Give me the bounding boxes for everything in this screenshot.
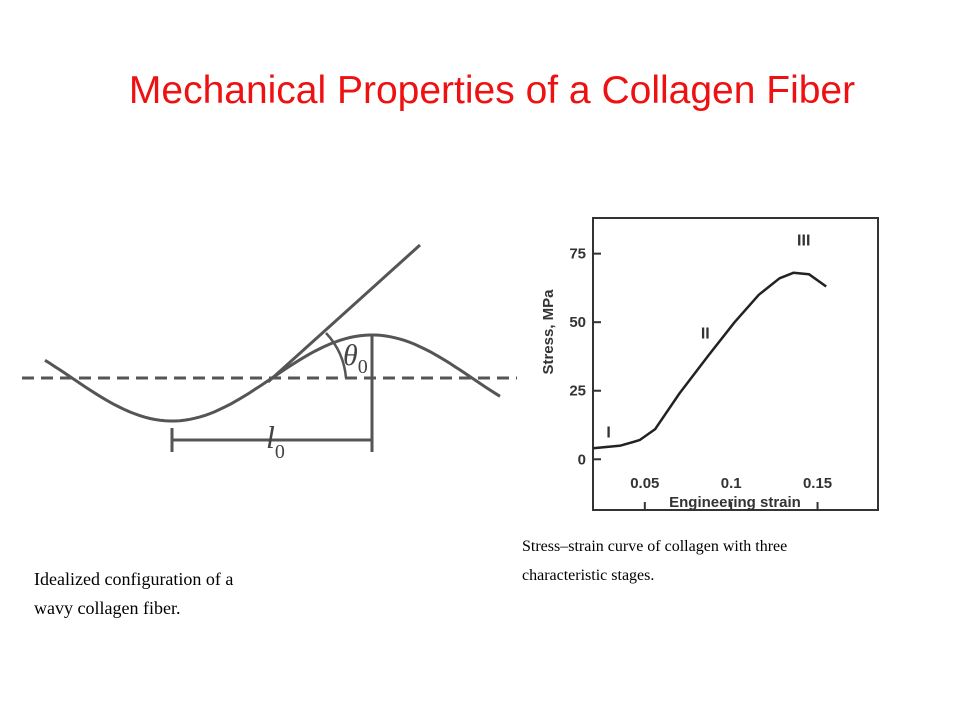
y-tick-label: 75 — [569, 246, 586, 263]
y-tick-label: 25 — [569, 383, 586, 400]
y-tick-label: 0 — [578, 451, 586, 468]
x-tick-label: 0.15 — [803, 475, 832, 492]
angle-subscript: 0 — [358, 356, 368, 378]
stage-label: I — [606, 424, 610, 441]
length-label: l0 — [266, 419, 285, 463]
left-caption: Idealized configuration of a wavy collag… — [34, 569, 238, 618]
slide-title: Mechanical Properties of a Collagen Fibe… — [129, 69, 855, 112]
tangent-line — [266, 243, 422, 384]
stage-label: II — [701, 326, 710, 343]
plot-frame — [592, 217, 879, 511]
x-tick-label: 0.05 — [630, 475, 659, 492]
stage-label: III — [797, 232, 810, 249]
x-tick-label: 0.1 — [721, 475, 742, 492]
caption-line: wavy collagen fiber. — [34, 598, 180, 618]
x-axis-label: Engineering strain — [669, 494, 801, 511]
caption-line: characteristic stages. — [522, 567, 654, 584]
angle-arc — [325, 332, 348, 379]
right-caption: Stress–strain curve of collagen with thr… — [522, 538, 791, 584]
angle-label: θ0 — [343, 339, 368, 378]
caption-line: Idealized configuration of a — [34, 569, 233, 589]
length-subscript: 0 — [275, 441, 285, 463]
data-line — [592, 271, 827, 450]
length-symbol: l — [266, 419, 275, 455]
fiber-diagram — [22, 243, 517, 452]
y-tick-label: 50 — [569, 314, 586, 331]
y-axis-label: Stress, MPa — [540, 289, 557, 375]
angle-symbol: θ — [343, 339, 358, 372]
caption-line: Stress–strain curve of collagen with thr… — [522, 538, 787, 555]
